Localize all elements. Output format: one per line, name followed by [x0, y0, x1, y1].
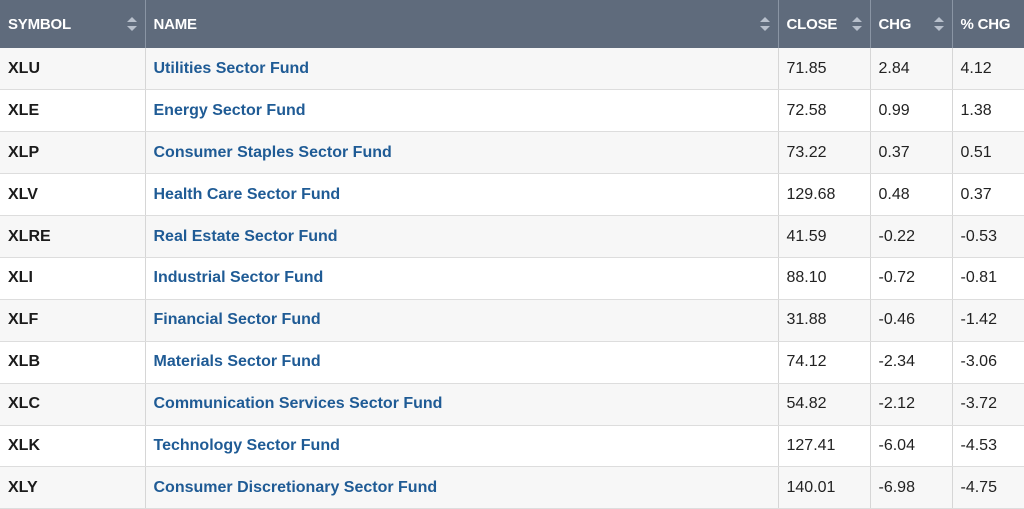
fund-name-link[interactable]: Consumer Staples Sector Fund [153, 143, 392, 161]
cell-chg: -0.46 [870, 299, 953, 342]
cell-close: 72.58 [778, 89, 871, 133]
cell-name: Health Care Sector Fund [145, 173, 779, 217]
cell-symbol: XLP [0, 131, 146, 175]
cell-pct-chg: 4.12 [952, 48, 1024, 91]
table-row: XLP Consumer Staples Sector Fund 73.22 0… [0, 131, 1024, 175]
column-header-chg[interactable]: CHG [870, 0, 953, 48]
cell-pct-chg: -3.72 [952, 383, 1024, 426]
cell-name: Industrial Sector Fund [145, 257, 779, 300]
cell-symbol: XLV [0, 173, 146, 217]
cell-pct-chg: -1.42 [952, 299, 1024, 342]
fund-name-link[interactable]: Industrial Sector Fund [153, 269, 324, 287]
cell-chg: 0.48 [870, 173, 953, 217]
table-row: XLC Communication Services Sector Fund 5… [0, 383, 1024, 426]
cell-chg: -6.98 [870, 466, 953, 509]
fund-name-link[interactable]: Financial Sector Fund [153, 311, 321, 329]
table-row: XLF Financial Sector Fund 31.88 -0.46 -1… [0, 299, 1024, 342]
table-row: XLU Utilities Sector Fund 71.85 2.84 4.1… [0, 48, 1024, 91]
column-header-label: SYMBOL [8, 15, 71, 33]
cell-pct-chg: 1.38 [952, 89, 1024, 133]
cell-close: 31.88 [778, 299, 871, 342]
cell-symbol: XLRE [0, 215, 146, 258]
cell-chg: -2.34 [870, 341, 953, 384]
cell-name: Energy Sector Fund [145, 89, 779, 133]
cell-chg: -2.12 [870, 383, 953, 426]
column-header-label: CLOSE [786, 15, 838, 33]
table-row: XLI Industrial Sector Fund 88.10 -0.72 -… [0, 257, 1024, 300]
fund-name-link[interactable]: Technology Sector Fund [153, 436, 340, 454]
cell-chg: -6.04 [870, 425, 953, 468]
cell-close: 73.22 [778, 131, 871, 175]
cell-close: 54.82 [778, 383, 871, 426]
column-header-label: % CHG [960, 15, 1011, 33]
cell-name: Real Estate Sector Fund [145, 215, 779, 258]
cell-pct-chg: -0.53 [952, 215, 1024, 258]
table-header: SYMBOL NAME CLOSE CHG % CHG [0, 0, 1024, 48]
cell-close: 129.68 [778, 173, 871, 217]
table-row: XLRE Real Estate Sector Fund 41.59 -0.22… [0, 215, 1024, 258]
fund-name-link[interactable]: Utilities Sector Fund [153, 59, 310, 77]
cell-pct-chg: 0.51 [952, 131, 1024, 175]
cell-name: Communication Services Sector Fund [145, 383, 779, 426]
sort-arrows-icon[interactable] [851, 17, 862, 31]
cell-chg: 0.37 [870, 131, 953, 175]
column-header-close[interactable]: CLOSE [778, 0, 871, 48]
cell-symbol: XLY [0, 466, 146, 509]
cell-close: 71.85 [778, 48, 871, 91]
cell-close: 140.01 [778, 466, 871, 509]
sort-arrows-icon[interactable] [933, 17, 944, 31]
table-row: XLV Health Care Sector Fund 129.68 0.48 … [0, 173, 1024, 217]
column-header-label: NAME [153, 15, 198, 33]
fund-name-link[interactable]: Energy Sector Fund [153, 101, 306, 119]
cell-close: 74.12 [778, 341, 871, 384]
cell-chg: -0.22 [870, 215, 953, 258]
fund-name-link[interactable]: Health Care Sector Fund [153, 185, 341, 203]
cell-chg: 0.99 [870, 89, 953, 133]
cell-pct-chg: -3.06 [952, 341, 1024, 384]
cell-pct-chg: -4.53 [952, 425, 1024, 468]
column-header-symbol[interactable]: SYMBOL [0, 0, 146, 48]
cell-pct-chg: -0.81 [952, 257, 1024, 300]
column-header-label: CHG [878, 15, 912, 33]
cell-pct-chg: -4.75 [952, 466, 1024, 509]
cell-symbol: XLB [0, 341, 146, 384]
cell-chg: -0.72 [870, 257, 953, 300]
column-header-pct-chg[interactable]: % CHG [952, 0, 1024, 48]
fund-name-link[interactable]: Materials Sector Fund [153, 353, 321, 371]
fund-name-link[interactable]: Real Estate Sector Fund [153, 227, 338, 245]
cell-symbol: XLK [0, 425, 146, 468]
cell-symbol: XLE [0, 89, 146, 133]
table-body: XLU Utilities Sector Fund 71.85 2.84 4.1… [0, 48, 1024, 509]
cell-close: 127.41 [778, 425, 871, 468]
cell-pct-chg: 0.37 [952, 173, 1024, 217]
table-row: XLE Energy Sector Fund 72.58 0.99 1.38 [0, 89, 1024, 133]
column-header-name[interactable]: NAME [145, 0, 779, 48]
table-row: XLB Materials Sector Fund 74.12 -2.34 -3… [0, 341, 1024, 384]
cell-name: Materials Sector Fund [145, 341, 779, 384]
sort-arrows-icon[interactable] [126, 17, 137, 31]
cell-name: Consumer Discretionary Sector Fund [145, 466, 779, 509]
cell-chg: 2.84 [870, 48, 953, 91]
cell-name: Consumer Staples Sector Fund [145, 131, 779, 175]
cell-symbol: XLU [0, 48, 146, 91]
fund-name-link[interactable]: Communication Services Sector Fund [153, 395, 443, 413]
cell-name: Technology Sector Fund [145, 425, 779, 468]
cell-symbol: XLI [0, 257, 146, 300]
cell-close: 88.10 [778, 257, 871, 300]
cell-name: Financial Sector Fund [145, 299, 779, 342]
cell-symbol: XLC [0, 383, 146, 426]
cell-name: Utilities Sector Fund [145, 48, 779, 91]
fund-name-link[interactable]: Consumer Discretionary Sector Fund [153, 478, 438, 496]
header-row: SYMBOL NAME CLOSE CHG % CHG [0, 0, 1024, 48]
sort-arrows-icon[interactable] [759, 17, 770, 31]
table-row: XLK Technology Sector Fund 127.41 -6.04 … [0, 425, 1024, 468]
cell-symbol: XLF [0, 299, 146, 342]
cell-close: 41.59 [778, 215, 871, 258]
table-row: XLY Consumer Discretionary Sector Fund 1… [0, 466, 1024, 509]
